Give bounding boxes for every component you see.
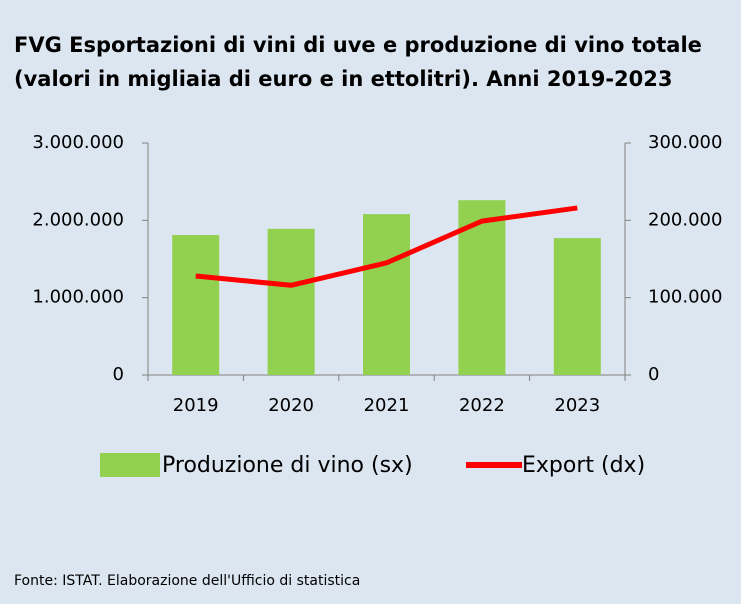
legend-label: Export (dx) [522, 453, 645, 478]
line [195, 205, 578, 288]
bar [553, 238, 601, 375]
y2-tick-label: 0 [648, 364, 659, 385]
x-tick-label: 2022 [459, 395, 505, 416]
y-tick-label: 0 [113, 364, 124, 385]
chart-title: FVG Esportazioni di vini di uve e produz… [14, 33, 702, 57]
y2-tick-label: 200.000 [648, 209, 722, 230]
x-tick-label: 2019 [173, 395, 219, 416]
y-tick-label: 3.000.000 [32, 132, 124, 153]
bar [267, 228, 315, 375]
legend-swatch [100, 453, 160, 477]
legend-label: Produzione di vino (sx) [162, 453, 413, 478]
chart-title: (valori in migliaia di euro e in ettolit… [14, 67, 673, 91]
x-tick-label: 2020 [268, 395, 314, 416]
y-tick-label: 2.000.000 [32, 209, 124, 230]
bar [172, 235, 220, 375]
bar [363, 214, 410, 375]
y2-tick-label: 100.000 [648, 287, 722, 308]
x-tick-label: 2023 [554, 395, 600, 416]
y-tick-label: 1.000.000 [32, 287, 124, 308]
source: Fonte: ISTAT. Elaborazione dell'Ufficio … [14, 573, 360, 589]
y2-tick-label: 300.000 [648, 132, 722, 153]
x-tick-label: 2021 [364, 395, 410, 416]
